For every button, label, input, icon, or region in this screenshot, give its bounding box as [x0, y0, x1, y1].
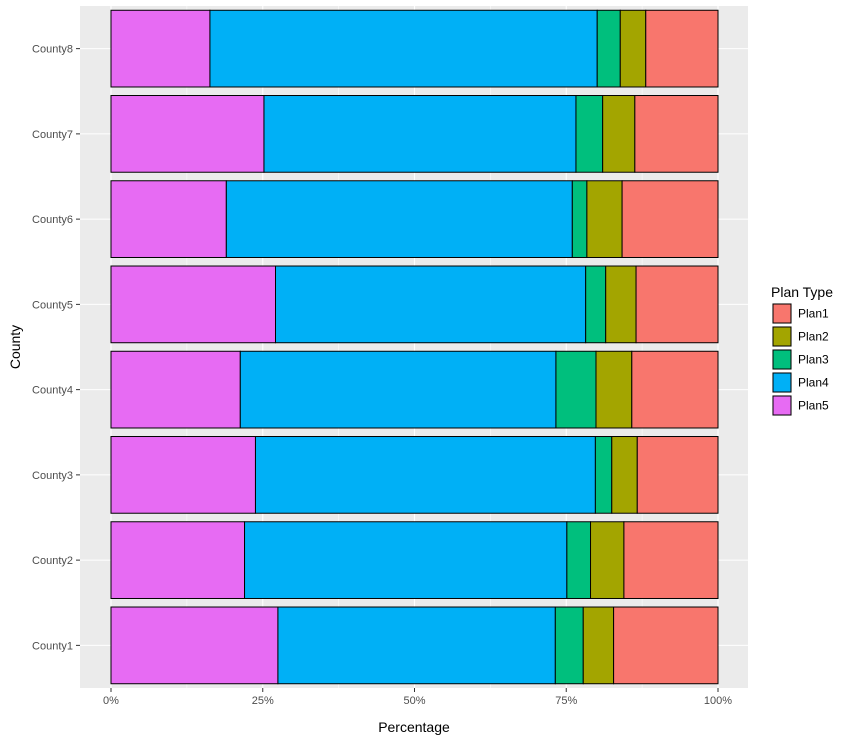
bar-plan5-county1: [110, 606, 279, 685]
y-tick-label: County5: [32, 299, 73, 311]
legend-key-plan2: [772, 326, 792, 347]
x-tick-label: 25%: [252, 695, 274, 707]
bar-plan2-county5: [605, 265, 637, 344]
x-axis-title: Percentage: [378, 719, 450, 735]
bar-plan1-county2: [623, 521, 719, 599]
bar-plan3-county5: [585, 265, 607, 344]
legend-key-plan4: [772, 372, 792, 393]
bar-plan2-county2: [590, 521, 625, 599]
bar-plan1-county4: [631, 350, 719, 429]
x-tick-label: 75%: [555, 695, 577, 707]
legend-label-plan1: Plan1: [798, 307, 829, 321]
bar-plan3-county4: [555, 350, 597, 429]
bar-plan2-county7: [602, 95, 636, 173]
legend-key-plan5: [772, 395, 792, 416]
y-tick-label: County4: [32, 385, 73, 397]
bar-plan3-county3: [594, 436, 613, 514]
bar-plan1-county1: [613, 606, 719, 685]
legend-title: Plan Type: [771, 284, 833, 300]
bar-plan4-county4: [239, 350, 557, 429]
bar-plan3-county8: [596, 9, 621, 88]
bar-plan5-county5: [110, 265, 276, 344]
bar-plan3-county1: [554, 606, 584, 685]
bar-plan1-county8: [645, 9, 719, 88]
bar-plan2-county3: [611, 436, 638, 514]
legend-label-plan3: Plan3: [798, 353, 829, 367]
bar-plan4-county1: [277, 606, 556, 685]
bars: [110, 9, 719, 685]
bar-plan2-county1: [582, 606, 615, 685]
bar-plan5-county3: [110, 436, 256, 514]
y-tick-label: County3: [32, 470, 73, 482]
bar-plan4-county5: [274, 265, 587, 344]
y-tick-label: County2: [32, 555, 73, 567]
legend-label-plan5: Plan5: [798, 399, 829, 413]
bar-plan4-county7: [263, 95, 577, 173]
bar-plan5-county4: [110, 350, 241, 429]
bar-plan5-county8: [110, 9, 211, 88]
y-tick-label: County1: [32, 640, 73, 652]
bar-plan1-county3: [636, 436, 719, 514]
x-tick-label: 100%: [704, 695, 732, 707]
bar-plan4-county2: [244, 521, 568, 599]
legend-label-plan4: Plan4: [798, 376, 829, 390]
bar-plan1-county7: [634, 95, 719, 173]
bar-plan3-county6: [571, 180, 588, 258]
bar-plan2-county6: [586, 180, 623, 258]
legend-label-plan2: Plan2: [798, 330, 829, 344]
bar-plan3-county7: [575, 95, 604, 173]
bar-plan1-county5: [635, 265, 719, 344]
y-tick-label: County7: [32, 129, 73, 141]
bar-plan1-county6: [621, 180, 719, 258]
bar-plan4-county6: [225, 180, 573, 258]
x-tick-label: 50%: [403, 695, 425, 707]
x-tick-label: 0%: [103, 695, 119, 707]
y-tick-label: County6: [32, 214, 73, 226]
bar-plan2-county8: [619, 9, 647, 88]
y-axis-ticks: County1 County2 County3 County4 County5 Count…: [32, 44, 80, 652]
bar-plan5-county6: [110, 180, 227, 258]
bar-plan2-county4: [595, 350, 633, 429]
bar-plan3-county2: [566, 521, 592, 599]
bar-plan4-county8: [209, 9, 598, 88]
y-tick-label: County8: [32, 44, 73, 56]
bar-plan4-county3: [254, 436, 596, 514]
x-axis-ticks: 0% 25% 50% 75% 100%: [103, 688, 732, 707]
y-axis-title: County: [7, 325, 23, 369]
bar-plan5-county7: [110, 95, 265, 173]
legend-key-plan1: [772, 303, 792, 324]
bar-plan5-county2: [110, 521, 246, 599]
legend: Plan Type Plan1 Plan2 Plan3 Plan4 Plan5: [771, 284, 833, 416]
legend-key-plan3: [772, 349, 792, 370]
